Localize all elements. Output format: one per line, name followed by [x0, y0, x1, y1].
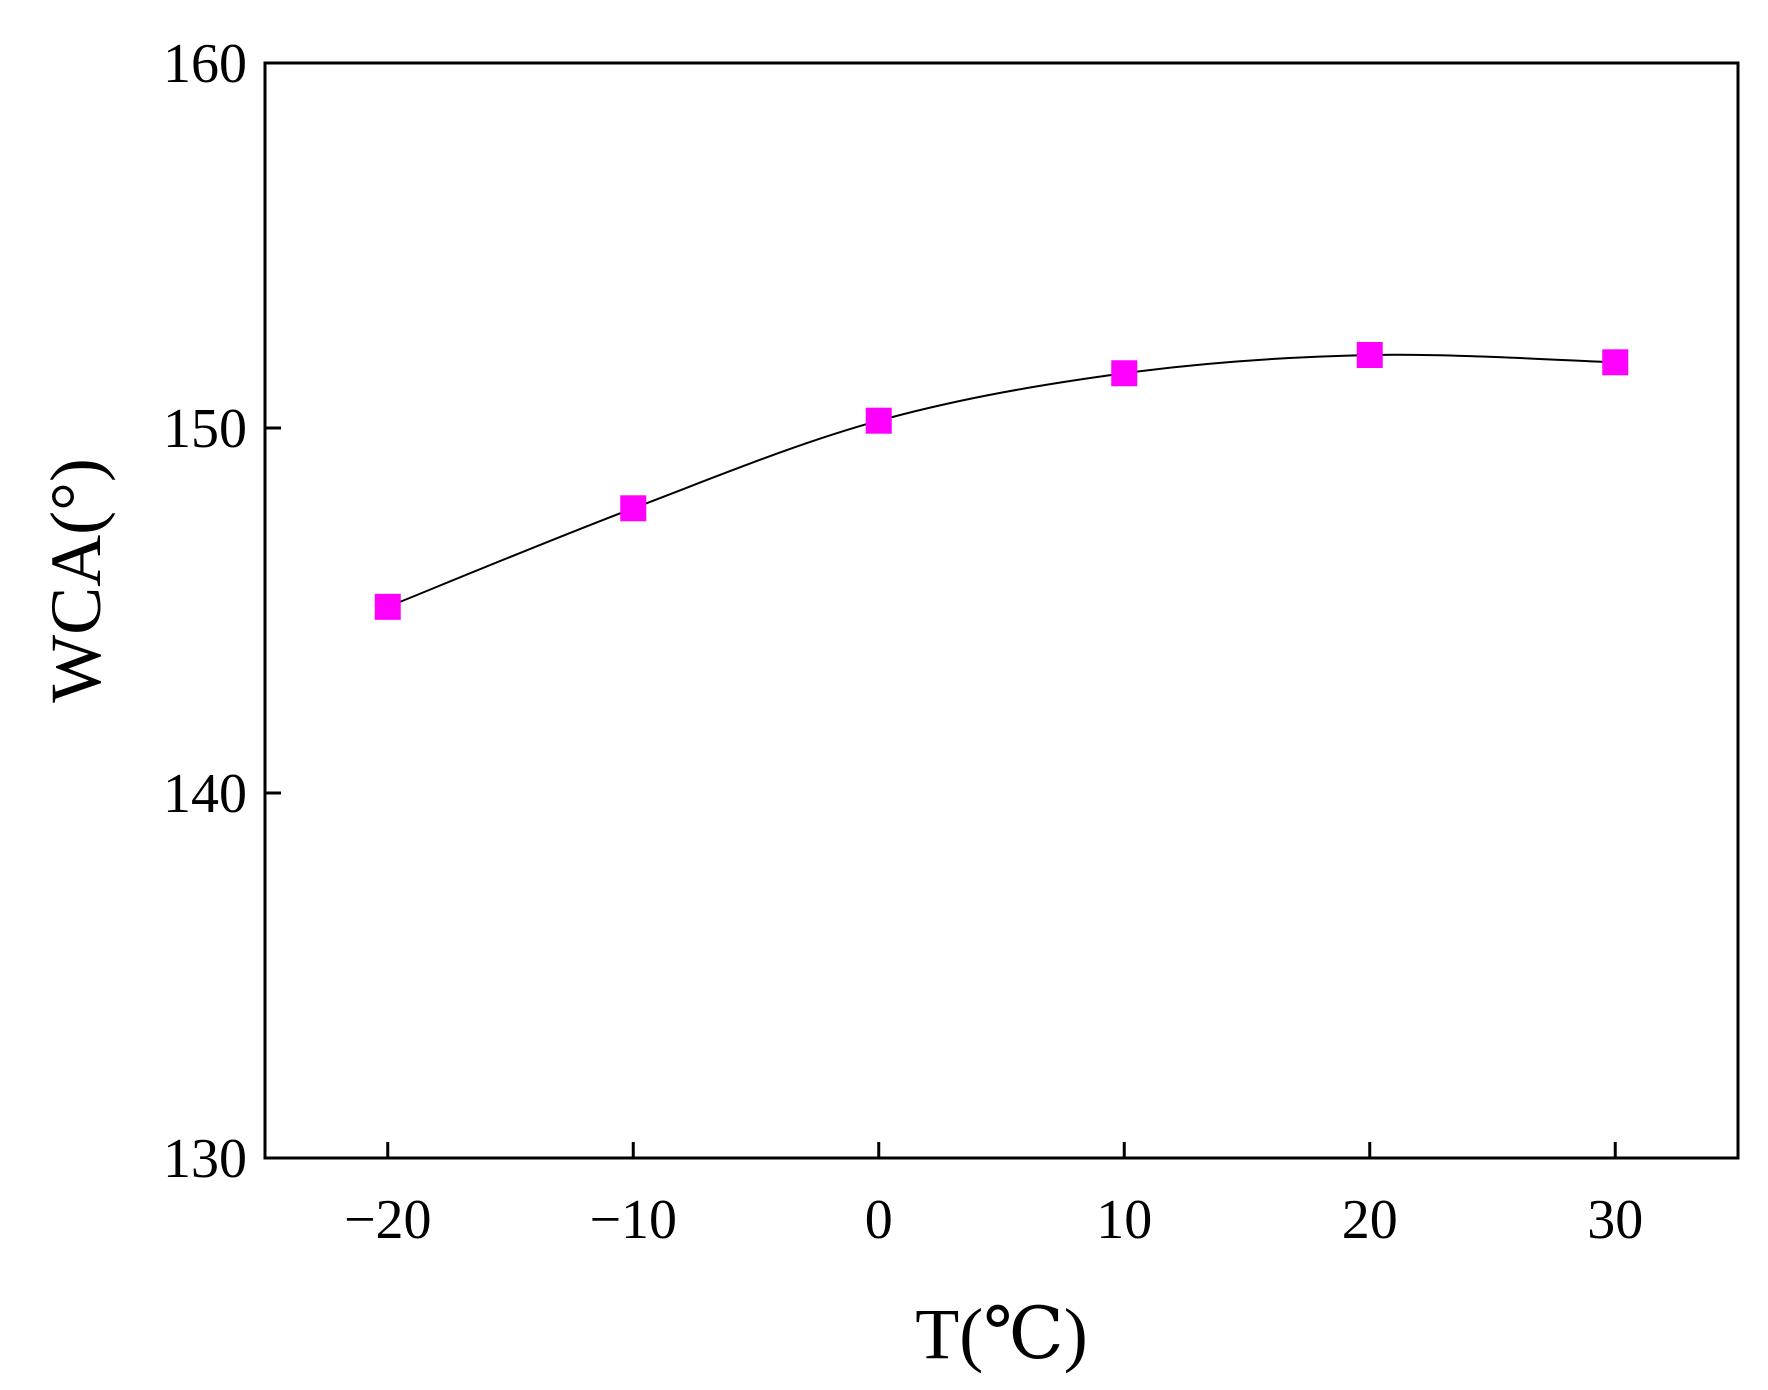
x-tick-label: 30: [1587, 1189, 1643, 1251]
data-point: [865, 407, 892, 434]
y-tick-label: 160: [163, 33, 247, 95]
x-tick-label: 10: [1096, 1189, 1152, 1251]
x-tick-label: −20: [344, 1189, 432, 1251]
data-point: [374, 593, 401, 620]
y-tick-label: 140: [163, 763, 247, 825]
data-point: [1602, 349, 1629, 376]
x-axis-title: T(℃): [915, 1294, 1087, 1374]
axis-ticks: [265, 61, 1617, 1160]
x-tick-label: 20: [1342, 1189, 1398, 1251]
data-point: [1111, 360, 1138, 387]
plot-frame: [263, 61, 1740, 1160]
plot-area: [263, 61, 1740, 1160]
data-point: [620, 495, 647, 522]
y-axis-tick-labels: 130 140 150 160: [163, 33, 247, 1190]
x-tick-label: −10: [589, 1189, 677, 1251]
y-tick-label: 130: [163, 1128, 247, 1190]
y-tick-label: 150: [163, 398, 247, 460]
x-axis-tick-labels: −20 −10 0 10 20 30: [344, 1189, 1643, 1251]
series-line: [387, 353, 1616, 608]
x-tick-label: 0: [865, 1189, 893, 1251]
y-axis-title: WCA(°): [36, 458, 116, 703]
series: [374, 342, 1629, 620]
data-point: [1356, 342, 1383, 368]
